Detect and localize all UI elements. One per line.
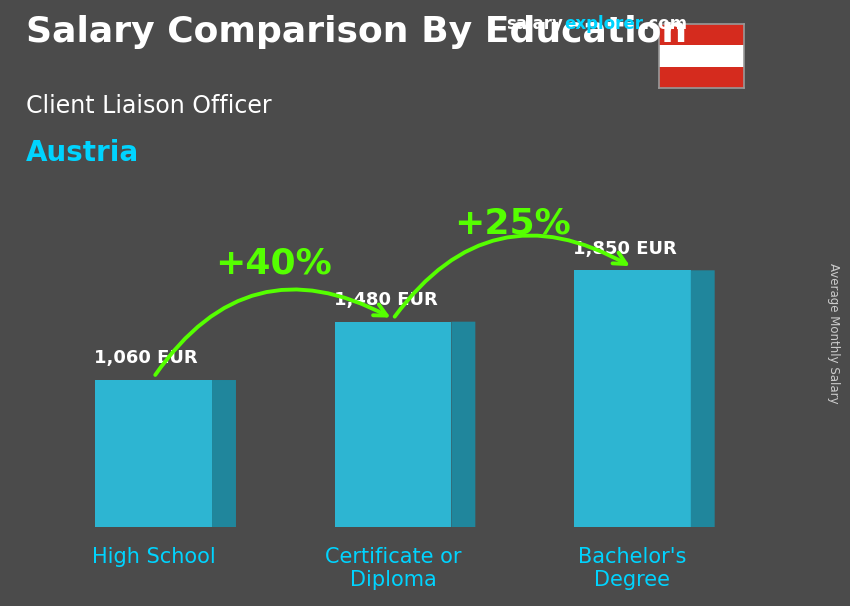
Text: 1,480 EUR: 1,480 EUR (334, 291, 438, 309)
Text: +25%: +25% (455, 206, 571, 240)
Bar (659, 24, 744, 45)
Text: explorer: explorer (564, 15, 643, 33)
Bar (95, 380, 212, 527)
Text: .com: .com (642, 15, 687, 33)
Bar (659, 67, 744, 88)
Polygon shape (691, 270, 715, 527)
Text: Client Liaison Officer: Client Liaison Officer (26, 94, 271, 118)
Polygon shape (212, 380, 236, 527)
Text: 1,060 EUR: 1,060 EUR (94, 349, 198, 367)
Text: Salary Comparison By Education: Salary Comparison By Education (26, 15, 687, 49)
Bar (335, 322, 451, 527)
Polygon shape (451, 322, 475, 527)
Bar (659, 45, 744, 67)
Text: +40%: +40% (215, 247, 332, 281)
Text: Austria: Austria (26, 139, 139, 167)
Text: 1,850 EUR: 1,850 EUR (573, 240, 677, 258)
Text: salary: salary (506, 15, 563, 33)
Bar (574, 270, 691, 527)
Text: Average Monthly Salary: Average Monthly Salary (827, 263, 840, 404)
